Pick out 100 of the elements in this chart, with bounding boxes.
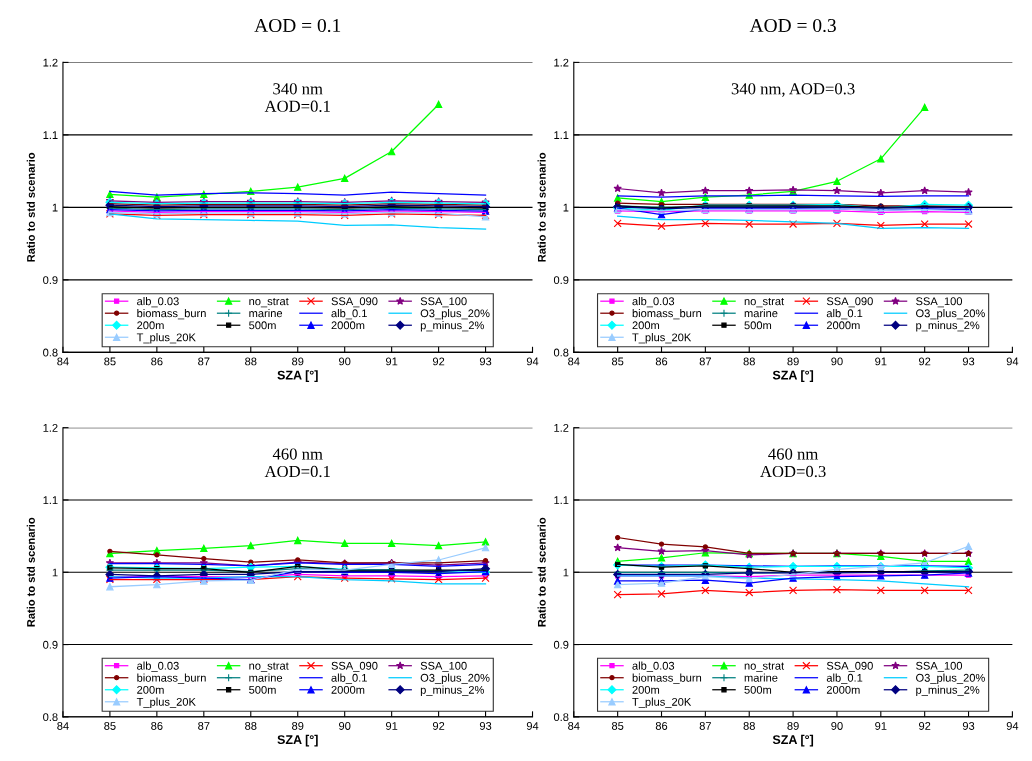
y-tick-label: 1.1	[554, 131, 569, 139]
x-tick-label: 91	[385, 722, 398, 730]
legend-label: p_minus_2%	[916, 321, 980, 332]
y-tick-label: 1.1	[554, 496, 569, 504]
legend-label: 500m	[249, 321, 276, 330]
legend-label: alb_0.03	[632, 297, 675, 308]
y-axis-title: Ratio to std scenario	[26, 517, 35, 627]
x-tick-label: 86	[151, 357, 163, 366]
legend-label: T_plus_20K	[136, 697, 196, 708]
legend-label: p_minus_2%	[420, 685, 484, 696]
y-tick-label: 0.9	[43, 640, 58, 649]
x-tick-label: 88	[245, 357, 257, 366]
x-tick-label: 86	[655, 357, 668, 366]
legend-label: 2000m	[331, 685, 365, 694]
y-tick-label: 1	[52, 203, 58, 212]
legend-label: SSA_090	[826, 297, 873, 308]
legend-label: O3_plus_20%	[916, 309, 985, 320]
y-tick-label: 0.8	[43, 348, 58, 357]
x-tick-label: 87	[198, 357, 210, 366]
x-tick-label: 88	[743, 357, 755, 366]
x-tick-label: 85	[611, 722, 624, 730]
legend-label: SSA_100	[420, 297, 467, 308]
x-tick-label: 84	[57, 722, 69, 730]
x-tick-label: 85	[104, 357, 116, 366]
y-axis-title: Ratio to std scenario	[537, 152, 546, 262]
legend-label: no_strat	[744, 297, 785, 308]
x-tick-label: 94	[526, 357, 539, 366]
x-tick-label: 93	[962, 357, 975, 366]
legend-label: SSA_090	[826, 661, 873, 672]
legend-label: SSA_090	[331, 661, 378, 672]
y-axis-title: Ratio to std scenario	[26, 152, 35, 262]
x-tick-label: 89	[292, 722, 304, 730]
legend-label: p_minus_2%	[916, 685, 980, 696]
legend-label: no_strat	[249, 297, 289, 308]
x-tick-label: 90	[831, 722, 843, 730]
y-tick-label: 1.2	[43, 423, 58, 432]
chart-title: AOD = 0.1	[254, 18, 341, 33]
x-axis-title: SZA [°]	[772, 370, 814, 382]
x-tick-label: 87	[699, 357, 711, 366]
legend-label: p_minus_2%	[420, 321, 484, 332]
y-tick-label: 0.8	[43, 713, 58, 721]
y-tick-label: 1	[563, 568, 569, 577]
legend-label: biomass_burn	[137, 309, 206, 320]
x-tick-label: 94	[1006, 722, 1019, 730]
x-tick-label: 84	[568, 357, 580, 366]
legend-label: 200m	[137, 685, 164, 694]
y-tick-label: 0.8	[553, 348, 569, 357]
x-tick-label: 89	[292, 357, 304, 366]
legend-label: O3_plus_20%	[420, 673, 490, 684]
annotation: 460 nm AOD=0.3	[760, 448, 826, 478]
legend-label: SSA_100	[420, 661, 467, 672]
x-tick-label: 92	[432, 722, 445, 730]
annotation: 460 nm AOD=0.1	[264, 448, 330, 478]
legend-label: O3_plus_20%	[916, 673, 985, 684]
x-tick-label: 86	[655, 722, 668, 730]
x-tick-label: 93	[479, 357, 492, 366]
legend-label: alb_0.1	[331, 673, 367, 684]
x-axis-title: SZA [°]	[277, 370, 318, 382]
x-tick-label: 94	[1006, 357, 1019, 366]
x-tick-label: 92	[919, 357, 931, 366]
legend-label: SSA_100	[916, 661, 963, 672]
y-tick-label: 0.9	[43, 276, 58, 284]
legend-label: no_strat	[249, 662, 289, 672]
x-tick-label: 89	[787, 357, 799, 366]
legend-label: marine	[249, 673, 283, 682]
annotation: 340 nm, AOD=0.3	[731, 83, 855, 97]
legend-label: marine	[249, 309, 283, 318]
legend-label: alb_0.03	[137, 297, 179, 308]
x-tick-label: 88	[743, 722, 755, 730]
legend-label: alb_0.1	[331, 309, 367, 320]
x-tick-label: 93	[479, 722, 492, 730]
x-tick-label: 90	[831, 357, 843, 366]
legend-label: 200m	[632, 321, 660, 330]
x-axis-title: SZA [°]	[772, 734, 814, 747]
x-tick-label: 84	[57, 357, 69, 366]
y-tick-label: 0.8	[553, 713, 569, 721]
legend-label: T_plus_20K	[632, 333, 692, 344]
legend-label: marine	[744, 673, 778, 682]
y-tick-label: 1.2	[554, 423, 569, 432]
legend-label: 2000m	[331, 321, 365, 330]
legend-label: 2000m	[826, 321, 860, 330]
legend-label: O3_plus_20%	[420, 309, 490, 320]
legend-label: alb_0.1	[826, 309, 863, 320]
x-tick-label: 93	[962, 722, 975, 730]
x-tick-label: 91	[875, 357, 887, 366]
chart-title: AOD = 0.3	[749, 18, 836, 33]
legend-label: T_plus_20K	[136, 333, 196, 344]
x-tick-label: 88	[245, 722, 257, 730]
legend-label: alb_0.03	[137, 661, 179, 672]
x-tick-label: 87	[699, 722, 711, 730]
legend-label: marine	[744, 309, 778, 318]
legend-label: 2000m	[826, 685, 860, 694]
legend-label: 200m	[632, 685, 660, 694]
x-tick-label: 85	[104, 722, 116, 730]
legend-label: biomass_burn	[632, 309, 702, 320]
x-tick-label: 89	[787, 722, 799, 730]
x-tick-label: 92	[432, 357, 445, 366]
legend-label: no_strat	[744, 662, 785, 672]
annotation: 340 nm AOD=0.1	[264, 83, 330, 112]
x-tick-label: 86	[151, 722, 163, 730]
